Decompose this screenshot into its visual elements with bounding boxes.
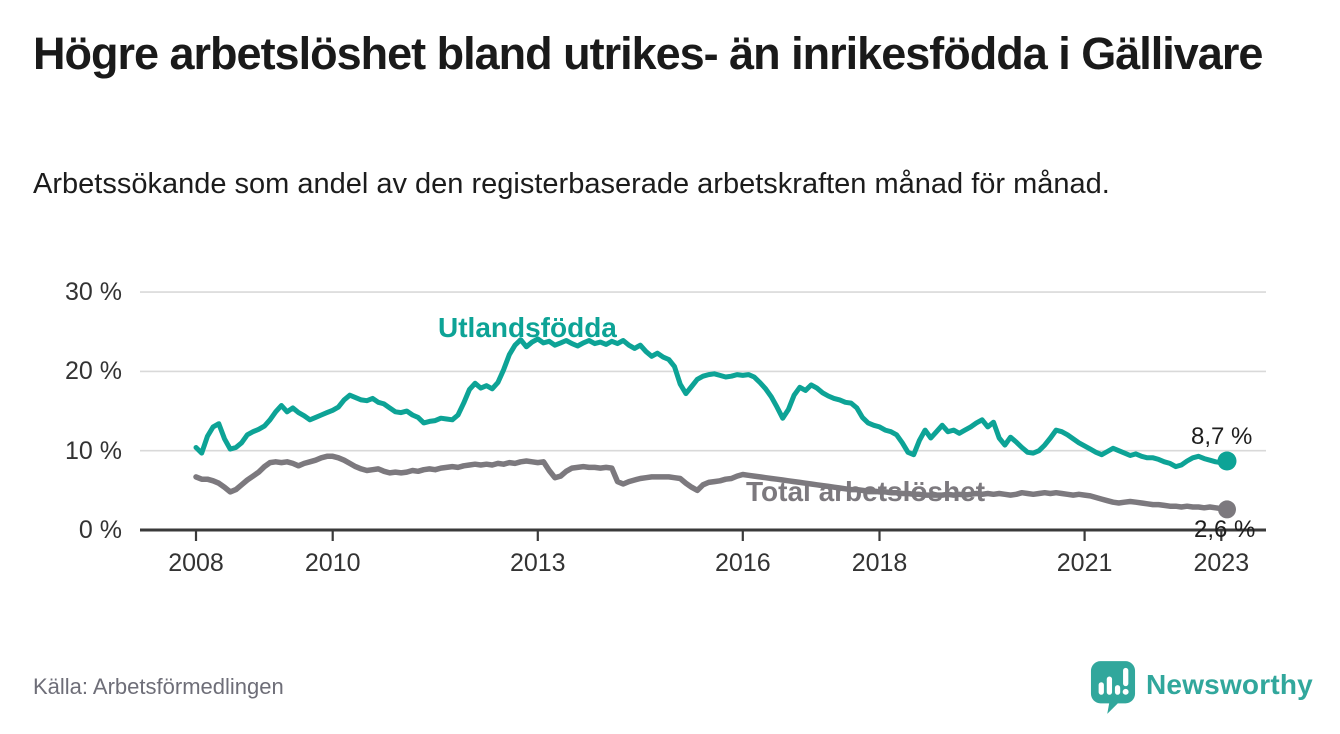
chart-subtitle: Arbetssökande som andel av den registerb… — [33, 168, 1110, 200]
x-axis-label: 2010 — [304, 549, 361, 577]
logo-bar-2 — [1106, 676, 1113, 695]
end-value-label-utlandsfodda: 8,7 % — [1191, 423, 1253, 450]
x-axis-label: 2021 — [1056, 549, 1113, 577]
logo-exclamation-stem — [1123, 667, 1129, 687]
newsworthy-logo-icon — [1090, 661, 1136, 714]
newsworthy-wordmark: Newsworthy — [1146, 669, 1313, 700]
y-axis-label: 20 % — [65, 357, 122, 386]
chart-title: Högre arbetslöshet bland utrikes- än inr… — [33, 28, 1263, 79]
y-axis-label: 10 % — [65, 436, 122, 465]
newsworthy-logo: Newsworthy — [1090, 660, 1313, 716]
logo-exclamation-dot — [1122, 688, 1129, 695]
end-dot-utlandsfodda — [1217, 451, 1237, 471]
x-axis-label: 2008 — [168, 549, 224, 577]
x-axis-label: 2018 — [851, 549, 908, 577]
logo-bar-3 — [1114, 685, 1121, 695]
end-dot-total-arbetsloshet — [1218, 500, 1236, 519]
y-axis-label: 0 % — [78, 516, 122, 544]
y-axis-label: 30 % — [65, 278, 122, 307]
x-axis-label: 2023 — [1193, 549, 1250, 577]
logo-bar-1 — [1098, 682, 1104, 695]
end-value-label-total-arbetsloshet: 2,6 % — [1194, 516, 1256, 543]
series-label-utlandsfodda: Utlandsfödda — [438, 312, 617, 343]
series-line-total-arbetsloshet — [193, 453, 1230, 513]
x-axis-label: 2016 — [715, 549, 771, 577]
series-label-total-arbetsloshet: Total arbetslöshet — [746, 476, 986, 507]
series-line-utlandsfodda — [193, 336, 1230, 470]
x-axis-label: 2013 — [509, 549, 566, 577]
source-note: Källa: Arbetsförmedlingen — [33, 674, 284, 699]
